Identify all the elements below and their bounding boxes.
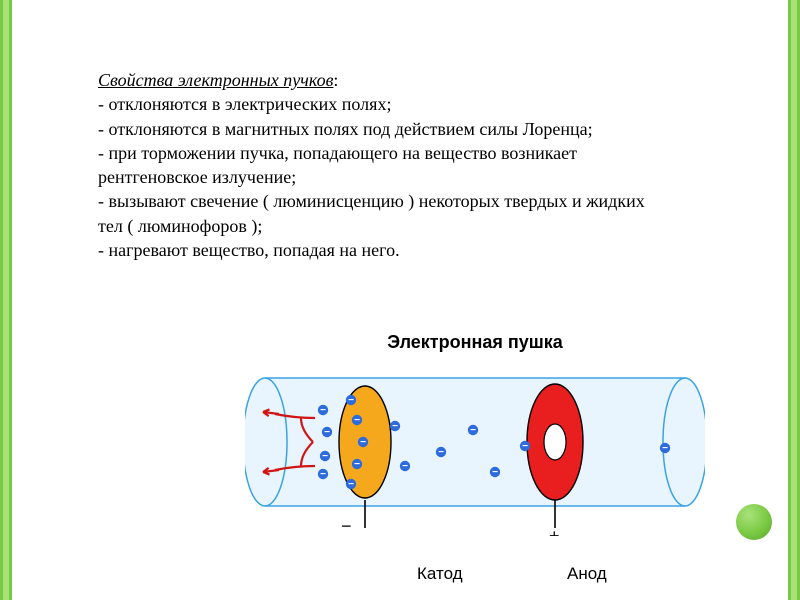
diagram-svg: −+−−−−−−−−−−−−−−−− [245, 356, 705, 566]
svg-text:−: − [522, 441, 528, 452]
svg-text:−: − [324, 427, 330, 438]
svg-text:−: − [438, 447, 444, 458]
bullet-item: - нагревают вещество, попадая на него. [98, 238, 658, 262]
svg-text:−: − [341, 516, 352, 536]
svg-text:−: − [354, 415, 360, 426]
svg-text:−: − [392, 421, 398, 432]
svg-text:−: − [348, 479, 354, 490]
slide-accent-right [788, 0, 800, 600]
svg-text:−: − [662, 443, 668, 454]
cathode-label: Катод [417, 564, 463, 584]
bullet-item: - отклоняются в электрических полях; [98, 92, 658, 116]
svg-text:−: − [492, 467, 498, 478]
slide-text: Свойства электронных пучков: - отклоняют… [98, 68, 658, 262]
svg-text:−: − [320, 469, 326, 480]
heading-colon: : [333, 70, 338, 90]
anode-label: Анод [567, 564, 607, 584]
bullet-item: - отклоняются в магнитных полях под дейс… [98, 117, 658, 141]
bullet-item: - при торможении пучка, попадающего на в… [98, 141, 658, 190]
slide-accent-left [0, 0, 12, 600]
svg-text:−: − [360, 437, 366, 448]
electron-gun-diagram: Электронная пушка −+−−−−−−−−−−−−−−−− Кат… [245, 330, 705, 570]
svg-text:−: − [348, 395, 354, 406]
next-slide-button[interactable] [736, 504, 772, 540]
stripe-inner [3, 0, 9, 600]
svg-text:−: − [354, 459, 360, 470]
svg-text:−: − [320, 405, 326, 416]
diagram-title: Электронная пушка [245, 332, 705, 353]
svg-text:+: + [549, 526, 560, 536]
bullet-item: - вызывают свечение ( люминисценцию ) не… [98, 189, 658, 238]
svg-text:−: − [322, 451, 328, 462]
svg-text:−: − [402, 461, 408, 472]
svg-text:−: − [470, 425, 476, 436]
slide-heading: Свойства электронных пучков [98, 70, 333, 90]
stripe-inner [791, 0, 797, 600]
